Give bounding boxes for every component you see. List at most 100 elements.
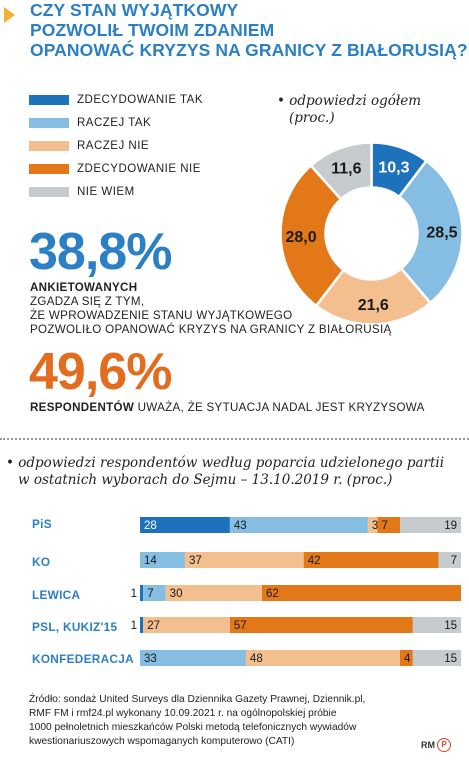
- bar-value-label: 57: [234, 620, 247, 632]
- rmf-logo: RM P: [421, 738, 451, 752]
- donut-slice: [309, 141, 373, 201]
- bar-value-label: 19: [444, 520, 457, 532]
- stat1-line-3: POZWOLIŁO OPANOWAĆ KRYZYS NA GRANICY Z B…: [30, 323, 392, 336]
- legend-swatch: [29, 118, 69, 128]
- bar-value-label: 33: [144, 653, 157, 665]
- bar-segment: [140, 617, 144, 633]
- legend-label: ZDECYDOWANIE NIE: [77, 163, 201, 175]
- legend-label: RACZEJ NIE: [77, 140, 150, 152]
- bar-segment: [143, 617, 230, 633]
- party-label: PSL, KUKIZ'15: [32, 620, 118, 634]
- bar-value-label: 7: [382, 520, 388, 532]
- legend-swatch: [29, 187, 69, 197]
- bar-value-label: 1: [131, 620, 137, 632]
- legend-label: NIE WIEM: [77, 186, 135, 198]
- bar-segment: [143, 585, 166, 601]
- donut-label: 10,3: [378, 160, 409, 177]
- stat2-value: 49,6%: [29, 343, 172, 401]
- donut-chart: 10,3 28,5 21,6 28,0 11,6: [279, 141, 464, 326]
- title-line-2: POZWOLIŁ TWOIM ZDANIEM: [30, 20, 275, 40]
- bar-segment: [412, 617, 461, 633]
- legend-swatch: [29, 95, 69, 105]
- bar-segment: [400, 517, 461, 533]
- title-marker-icon: [4, 7, 15, 23]
- donut-label: 28,5: [426, 225, 457, 242]
- bar-note-line-1: odpowiedzi respondentów według poparcia …: [18, 455, 445, 471]
- party-label: LEWICA: [32, 588, 81, 602]
- bar-segment: [229, 517, 368, 533]
- donut-slice: [397, 159, 464, 305]
- bar-value-label: 4: [404, 653, 411, 665]
- stat1-line-2: ŻE WPROWADZENIE STANU WYJĄTKOWEGO: [30, 309, 293, 322]
- bar-segment: [377, 517, 401, 533]
- legend-label: ZDECYDOWANIE TAK: [77, 94, 203, 106]
- bar-note-line-2: w ostatnich wyborach do Sejmu – 13.10.20…: [18, 472, 393, 488]
- bar-segment: [245, 650, 401, 666]
- stat2-text: RESPONDENTÓW UWAŻA, ŻE SYTUACJA NADAL JE…: [30, 401, 425, 415]
- legend-item: RACZEJ NIE: [29, 137, 149, 155]
- donut-slice: [279, 163, 346, 308]
- bar-segment: [400, 650, 413, 666]
- stat1-text: ANKIETOWANYCH ZGADZA SIĘ Z TYM, ŻE WPROW…: [30, 281, 392, 337]
- page-title: CZY STAN WYJĄTKOWY POZWOLIŁ TWOIM ZDANIE…: [30, 0, 468, 60]
- donut-label: 11,6: [331, 161, 361, 178]
- bar-value-label: 7: [147, 588, 153, 600]
- bar-value-label: 14: [144, 555, 157, 567]
- bar-value-label: 3: [372, 520, 378, 532]
- donut-note-line-2: (proc.): [289, 110, 335, 126]
- title-line-3: OPANOWAĆ KRYZYS NA GRANICY Z BIAŁORUSIĄ?: [30, 40, 468, 60]
- party-label: PiS: [32, 517, 52, 531]
- bar-value-label: 48: [250, 653, 263, 665]
- separator: [0, 438, 469, 440]
- bar-value-label: 42: [308, 555, 321, 567]
- party-label: KONFEDERACJA: [32, 652, 134, 666]
- source-line-1: Źródło: sondaż United Surveys dla Dzienn…: [29, 694, 366, 705]
- bar-segment: [184, 552, 304, 568]
- bar-value-label: 28: [144, 520, 157, 532]
- legend-label: RACZEJ TAK: [77, 117, 152, 129]
- source-line-2: RMF FM i rmf24.pl wykonany 10.09.2021 r.…: [29, 708, 337, 719]
- bar-segment: [303, 552, 439, 568]
- bar-segment: [367, 517, 378, 533]
- legend-item: NIE WIEM: [29, 183, 135, 201]
- source-line-3: 1000 pełnoletnich mieszkańców Polski met…: [29, 722, 357, 733]
- bullet-icon: •: [277, 93, 290, 109]
- legend-item: RACZEJ TAK: [29, 114, 151, 132]
- bar-note: • odpowiedzi respondentów według poparci…: [6, 455, 444, 489]
- bullet-icon: •: [6, 455, 19, 471]
- donut-note: • odpowiedzi ogółem (proc.): [277, 93, 421, 127]
- bar-value-label: 62: [266, 588, 279, 600]
- bar-value-label: 1: [131, 588, 137, 600]
- stat2-bold: RESPONDENTÓW: [30, 401, 135, 414]
- bar-segment: [140, 585, 144, 601]
- legend-item: ZDECYDOWANIE NIE: [29, 160, 201, 178]
- donut-note-line-1: odpowiedzi ogółem: [289, 93, 422, 109]
- stat1-value: 38,8%: [29, 223, 172, 281]
- bar-value-label: 27: [147, 620, 160, 632]
- bar-value-label: 43: [234, 520, 247, 532]
- bar-value-label: 30: [170, 588, 183, 600]
- legend-swatch: [29, 164, 69, 174]
- bar-segment: [140, 517, 230, 533]
- bar-segment: [140, 650, 246, 666]
- party-label: KO: [32, 555, 51, 569]
- source-note: Źródło: sondaż United Surveys dla Dzienn…: [29, 693, 449, 749]
- logo-text: RM: [421, 740, 435, 750]
- legend-swatch: [29, 141, 69, 151]
- bar-value-label: 7: [451, 555, 457, 567]
- bar-segment: [140, 552, 185, 568]
- legend-item: ZDECYDOWANIE TAK: [29, 91, 203, 109]
- bar-segment: [229, 617, 413, 633]
- bar-value-label: 37: [189, 555, 202, 567]
- bar-segment: [165, 585, 262, 601]
- source-line-4: kwestionariuszowych wspomaganych kompute…: [29, 736, 295, 747]
- donut-label: 21,6: [358, 297, 389, 314]
- bar-value-label: 15: [444, 620, 457, 632]
- title-line-1: CZY STAN WYJĄTKOWY: [30, 0, 239, 20]
- bar-value-label: 15: [444, 653, 457, 665]
- bar-segment: [412, 650, 461, 666]
- stat1-line-1: ZGADZA SIĘ Z TYM,: [30, 295, 145, 308]
- logo-circle: P: [437, 738, 451, 752]
- bar-segment: [438, 552, 461, 568]
